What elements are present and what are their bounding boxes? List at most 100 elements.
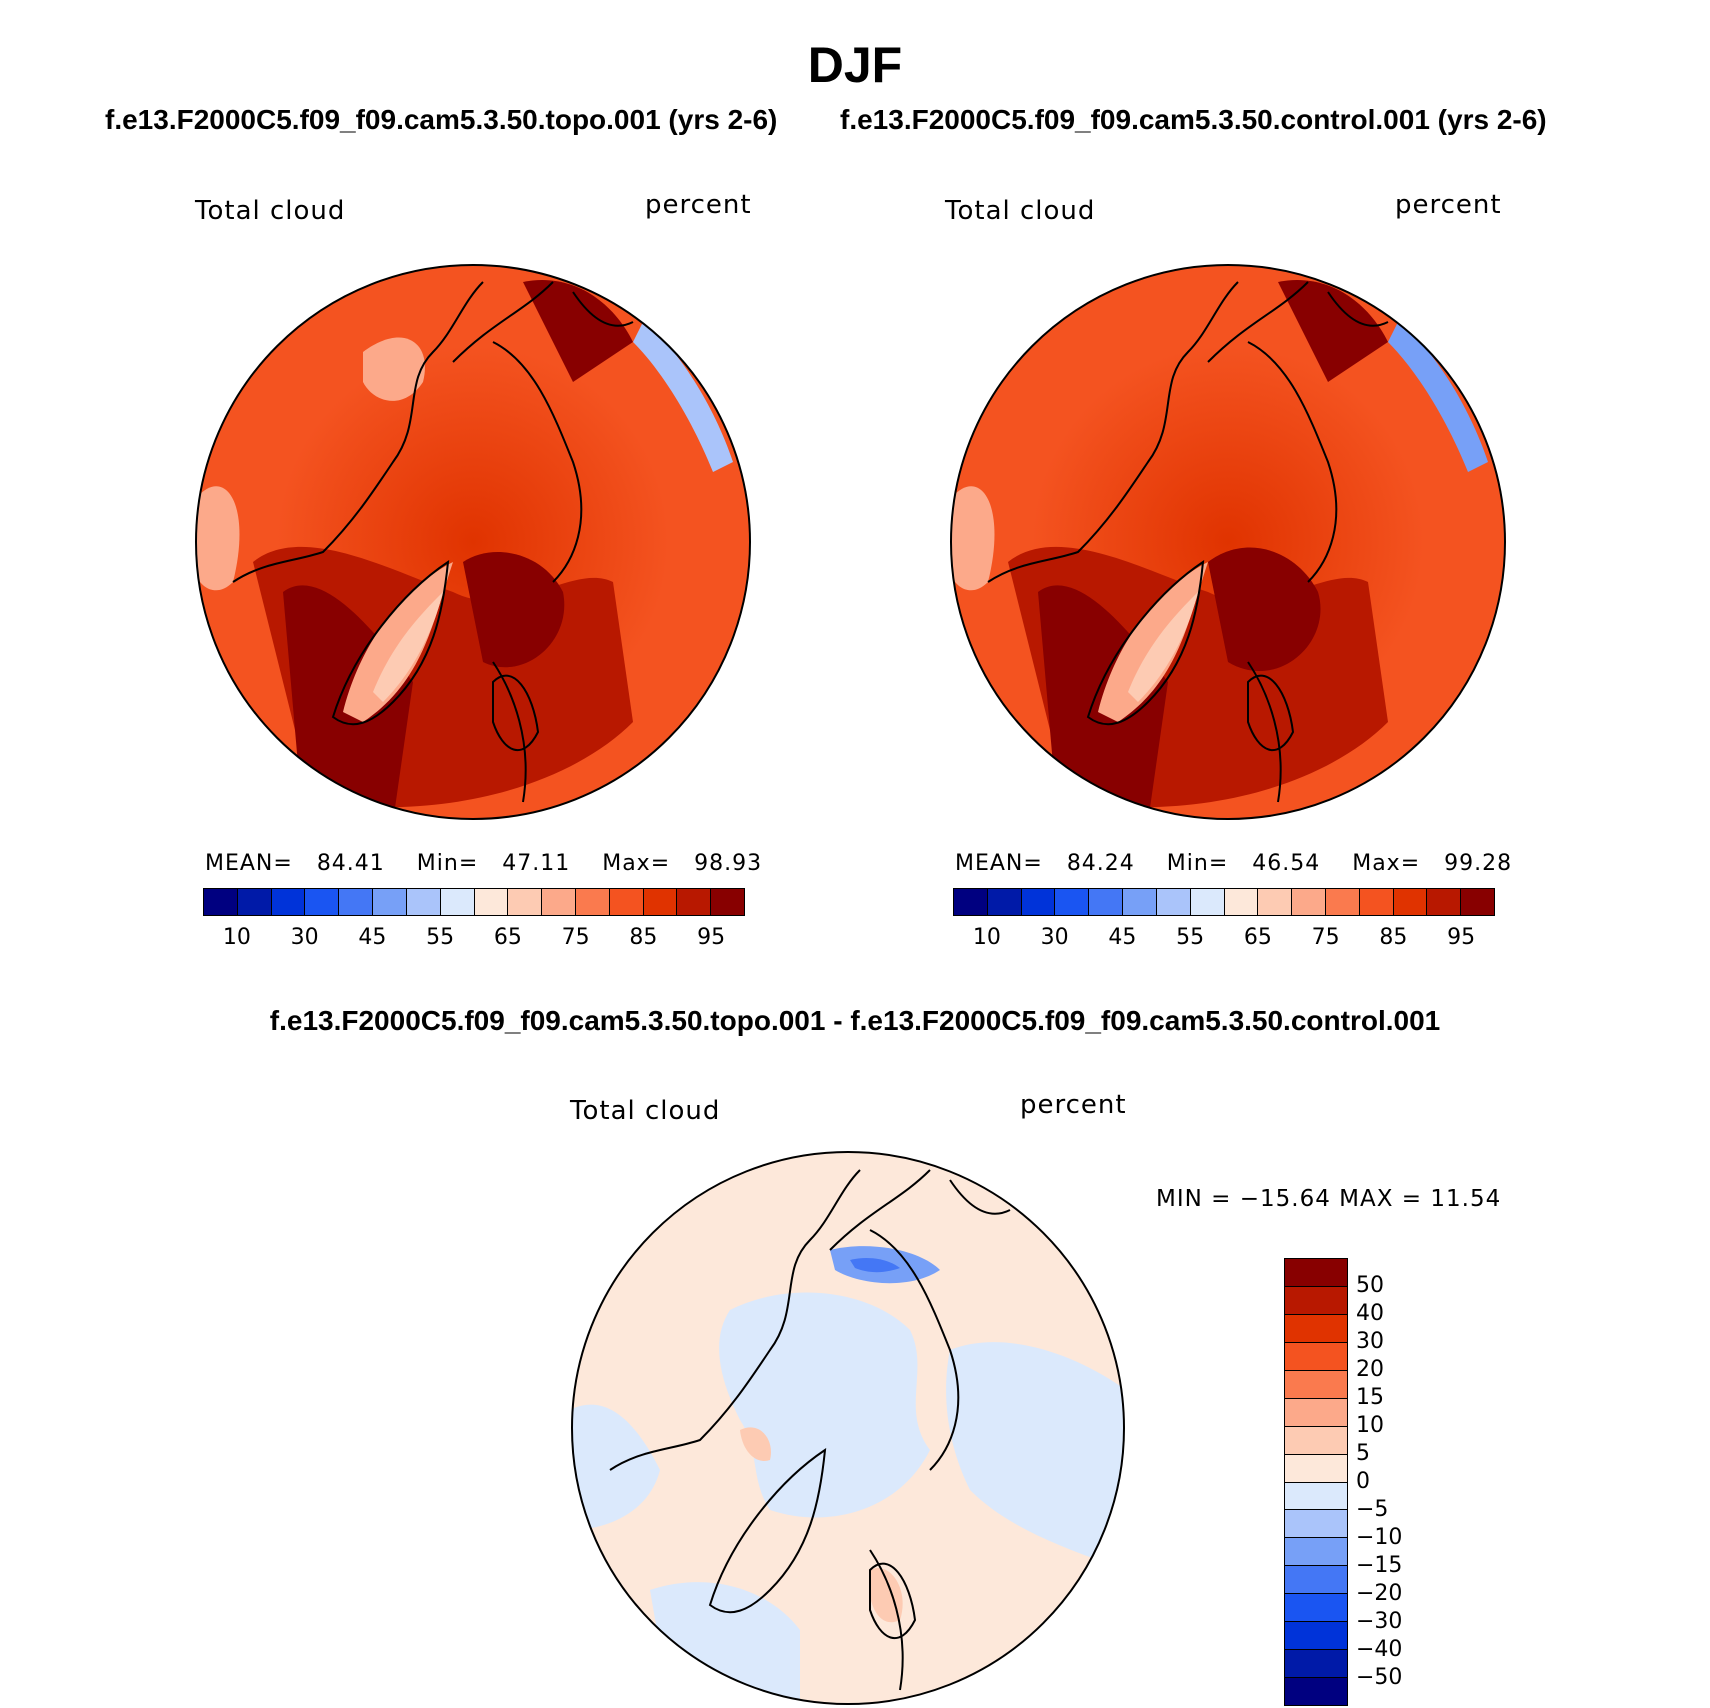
panel1-colorbar-swatch	[643, 889, 678, 915]
p2-west-light	[951, 486, 995, 591]
panel1-colorbar-tick-label: 75	[561, 925, 590, 950]
panel1-colorbar-swatch	[305, 889, 340, 915]
difference-colorbar-tick-label: −10	[1356, 1525, 1403, 1550]
difference-colorbar-swatch	[1285, 1566, 1347, 1595]
difference-colorbar-tick-label: 20	[1356, 1357, 1384, 1382]
difference-colorbar-tick-label: −5	[1356, 1497, 1389, 1522]
difference-colorbar-tick-label: −50	[1356, 1665, 1403, 1690]
panel1-colorbar-swatch	[508, 889, 543, 915]
diff-blue-strong-2	[850, 1257, 900, 1273]
difference-colorbar-ticks: 50 40 30 20 15 10 5 0 −5 −10 −15 −20 −30 −40 −50	[1356, 1258, 1476, 1706]
p2-coastline-eurasia	[1247, 341, 1338, 803]
p1-center-dark	[463, 552, 565, 668]
p1-coastline-greenland	[331, 559, 450, 726]
diff-salmon-patch-2	[869, 1568, 903, 1623]
panel2-colorbar-tick-label: 30	[1040, 925, 1069, 950]
difference-colorbar-tick-label: 5	[1356, 1441, 1370, 1466]
difference-colorbar	[1284, 1258, 1348, 1706]
panel2-colorbar-tick-label: 10	[972, 925, 1001, 950]
panel1-colorbar-swatch	[677, 889, 712, 915]
difference-colorbar-swatch	[1285, 1370, 1347, 1399]
panel2-colorbar-swatch	[1292, 889, 1326, 915]
panel2-colorbar-swatch	[1089, 889, 1124, 915]
difference-title: f.e13.F2000C5.f09_f09.cam5.3.50.topo.001…	[269, 1005, 1441, 1036]
panel1-colorbar-swatch	[204, 889, 238, 915]
diff-minmax: MIN = −15.64 MAX = 11.54	[1156, 1186, 1502, 1212]
panel1-variable-label: Total cloud	[195, 196, 346, 226]
panel2-colorbar-swatch	[1427, 889, 1462, 915]
diff-coast-na	[609, 1169, 861, 1471]
panel1-colorbar-swatch	[237, 889, 272, 915]
p1-pacific-dark	[523, 280, 633, 382]
panel2-colorbar-swatch	[1190, 889, 1225, 915]
p2-pacific-dark	[1278, 280, 1388, 382]
p1-coastline-na	[232, 281, 484, 583]
panel2-polar-map	[950, 264, 1506, 820]
panel2-colorbar-ticks: 10 30 45 55 65 75 85 95	[953, 925, 1495, 955]
p1-coastline-scand	[492, 674, 540, 752]
difference-colorbar-tick-label: 15	[1356, 1385, 1384, 1410]
panel1-colorbar-swatch	[440, 889, 475, 915]
panel2-colorbar-swatch	[1123, 889, 1157, 915]
diff-units-label: percent	[1020, 1090, 1127, 1120]
panel2-colorbar-swatch	[987, 889, 1022, 915]
difference-colorbar-tick-label: 40	[1356, 1301, 1384, 1326]
difference-colorbar-tick-label: 10	[1356, 1413, 1384, 1438]
difference-colorbar-swatch	[1285, 1342, 1347, 1371]
panel1-stats: MEAN= 84.41 Min= 47.11 Max= 98.93	[205, 851, 763, 876]
difference-colorbar-swatch	[1285, 1286, 1347, 1315]
p1-greenland	[343, 562, 453, 722]
panel2-colorbar-swatch	[1224, 889, 1259, 915]
difference-colorbar-swatch	[1285, 1538, 1347, 1567]
diff-salmon-patch	[740, 1427, 771, 1461]
panel1-colorbar-swatch	[271, 889, 306, 915]
p1-north-light	[363, 337, 425, 401]
panel2-colorbar-swatch	[1461, 889, 1494, 915]
panel2-colorbar-swatch	[1258, 889, 1293, 915]
p2-greenland-light	[1128, 592, 1198, 702]
panel1-colorbar-swatch	[575, 889, 610, 915]
panel1-colorbar-tick-label: 65	[493, 925, 522, 950]
panel2-colorbar-swatch	[1359, 889, 1394, 915]
panel1-units-label: percent	[645, 190, 752, 220]
difference-colorbar-swatch	[1285, 1454, 1347, 1483]
panel2-colorbar-swatch	[1055, 889, 1090, 915]
p1-west-light	[196, 486, 240, 591]
diff-coast-eurasia	[869, 1229, 960, 1691]
panel2-run-title: f.e13.F2000C5.f09_f09.cam5.3.50.control.…	[840, 104, 1547, 135]
difference-colorbar-swatch	[1285, 1482, 1347, 1511]
difference-colorbar-swatch	[1285, 1510, 1347, 1539]
panel2-colorbar-tick-label: 55	[1176, 925, 1205, 950]
panel1-polar-map	[195, 264, 751, 820]
panel2-colorbar-tick-label: 65	[1243, 925, 1272, 950]
panel1-colorbar-tick-label: 45	[358, 925, 387, 950]
diff-blue-region-east	[946, 1342, 1124, 1570]
panel1-colorbar-tick-label: 10	[222, 925, 251, 950]
diff-variable-label: Total cloud	[570, 1096, 721, 1126]
panel1-colorbar-swatch	[711, 889, 744, 915]
p1-blue-edge	[633, 322, 733, 472]
panel2-variable-label: Total cloud	[945, 196, 1096, 226]
panel2-colorbar-swatch	[954, 889, 988, 915]
diff-coast-alaska	[829, 1169, 1011, 1251]
p2-coastline-alaska	[1207, 281, 1389, 363]
difference-colorbar-tick-label: −40	[1356, 1637, 1403, 1662]
panel1-colorbar-swatch	[339, 889, 374, 915]
difference-colorbar-swatch	[1285, 1650, 1347, 1679]
panel2-colorbar-tick-label: 95	[1447, 925, 1476, 950]
panel1-colorbar-swatch	[474, 889, 509, 915]
difference-colorbar-tick-label: 50	[1356, 1273, 1384, 1298]
difference-colorbar-swatch	[1285, 1314, 1347, 1343]
p2-center-dark	[1208, 547, 1321, 672]
panel1-colorbar-swatch	[542, 889, 576, 915]
difference-colorbar-swatch	[1285, 1426, 1347, 1455]
difference-colorbar-tick-label: −30	[1356, 1609, 1403, 1634]
panel2-colorbar-tick-label: 85	[1379, 925, 1408, 950]
panel1-colorbar	[203, 888, 745, 916]
difference-polar-map	[571, 1151, 1125, 1705]
difference-colorbar-tick-label: −15	[1356, 1553, 1403, 1578]
difference-colorbar-tick-label: 30	[1356, 1329, 1384, 1354]
difference-colorbar-swatch	[1285, 1622, 1347, 1651]
difference-colorbar-swatch	[1285, 1678, 1347, 1705]
panel1-colorbar-swatch	[406, 889, 441, 915]
